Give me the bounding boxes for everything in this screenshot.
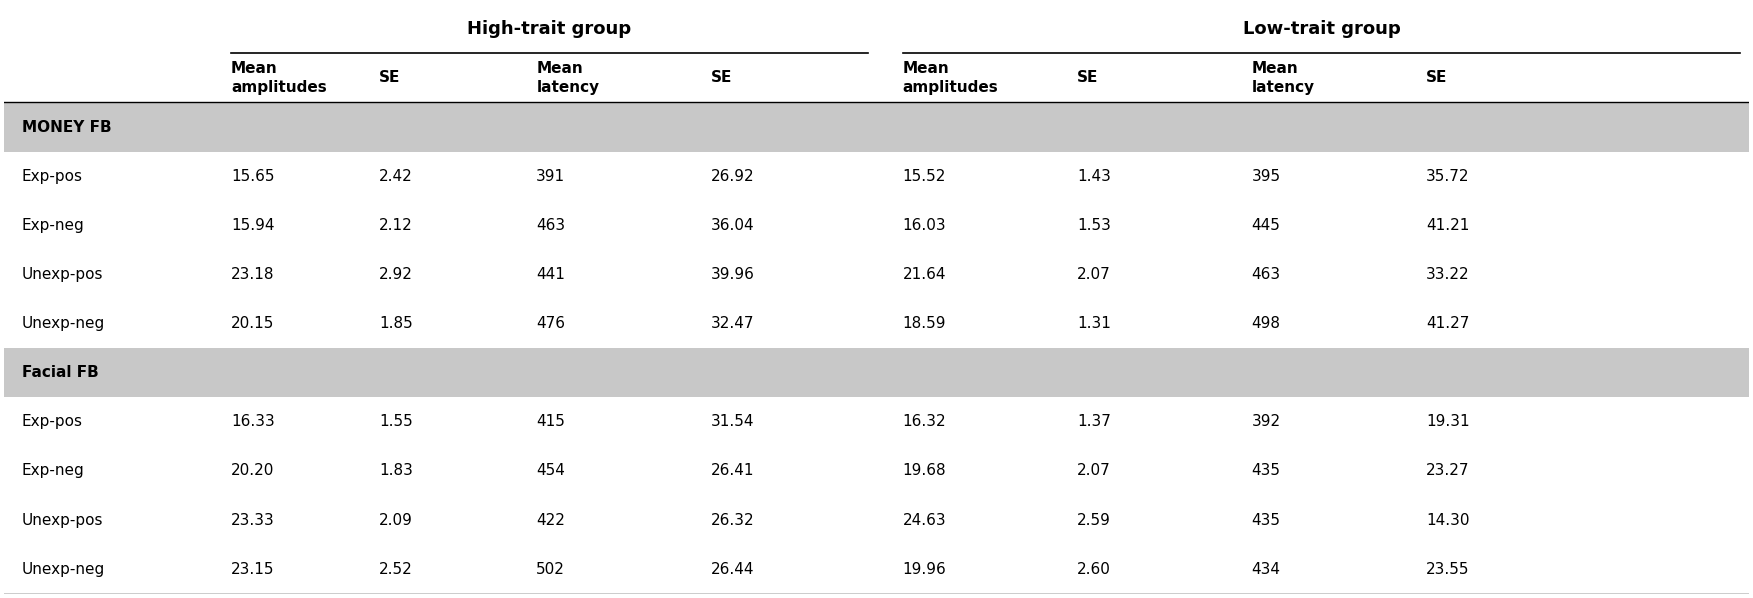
Text: 18.59: 18.59 xyxy=(903,316,947,331)
Text: Unexp-pos: Unexp-pos xyxy=(21,267,103,282)
Text: Unexp-neg: Unexp-neg xyxy=(21,562,105,576)
Text: 23.15: 23.15 xyxy=(231,562,275,576)
Text: Mean
latency: Mean latency xyxy=(536,61,600,94)
Text: 395: 395 xyxy=(1252,169,1281,184)
Text: 26.32: 26.32 xyxy=(710,512,754,527)
Text: 15.94: 15.94 xyxy=(231,218,275,233)
Text: 454: 454 xyxy=(536,463,564,478)
Text: 23.18: 23.18 xyxy=(231,267,275,282)
Text: 435: 435 xyxy=(1252,512,1281,527)
Text: 39.96: 39.96 xyxy=(710,267,754,282)
Text: 15.52: 15.52 xyxy=(903,169,947,184)
Text: 2.52: 2.52 xyxy=(379,562,414,576)
Text: 498: 498 xyxy=(1252,316,1281,331)
Text: SE: SE xyxy=(379,71,401,86)
Text: 1.85: 1.85 xyxy=(379,316,414,331)
Text: 41.21: 41.21 xyxy=(1427,218,1469,233)
Text: 41.27: 41.27 xyxy=(1427,316,1469,331)
Text: 463: 463 xyxy=(536,218,566,233)
Text: 26.44: 26.44 xyxy=(710,562,754,576)
Text: 2.07: 2.07 xyxy=(1076,463,1111,478)
Text: Low-trait group: Low-trait group xyxy=(1243,20,1401,38)
Text: 31.54: 31.54 xyxy=(710,414,754,429)
Text: Unexp-pos: Unexp-pos xyxy=(21,512,103,527)
Text: 15.65: 15.65 xyxy=(231,169,275,184)
Text: Exp-pos: Exp-pos xyxy=(21,414,82,429)
Text: 26.92: 26.92 xyxy=(710,169,754,184)
Text: 26.41: 26.41 xyxy=(710,463,754,478)
Text: Mean
latency: Mean latency xyxy=(1252,61,1315,94)
Text: 23.27: 23.27 xyxy=(1427,463,1469,478)
Text: 20.20: 20.20 xyxy=(231,463,275,478)
Text: 1.55: 1.55 xyxy=(379,414,414,429)
Text: MONEY FB: MONEY FB xyxy=(21,120,110,135)
Text: Exp-pos: Exp-pos xyxy=(21,169,82,184)
Text: SE: SE xyxy=(1427,71,1448,86)
Text: 16.03: 16.03 xyxy=(903,218,947,233)
Text: 2.42: 2.42 xyxy=(379,169,414,184)
Text: 392: 392 xyxy=(1252,414,1281,429)
Text: 1.37: 1.37 xyxy=(1076,414,1111,429)
Text: 1.31: 1.31 xyxy=(1076,316,1111,331)
Text: Unexp-neg: Unexp-neg xyxy=(21,316,105,331)
Text: 24.63: 24.63 xyxy=(903,512,947,527)
Text: 14.30: 14.30 xyxy=(1427,512,1469,527)
Text: 441: 441 xyxy=(536,267,564,282)
Text: 2.59: 2.59 xyxy=(1076,512,1111,527)
Text: 434: 434 xyxy=(1252,562,1281,576)
Text: SE: SE xyxy=(1076,71,1099,86)
Text: 16.33: 16.33 xyxy=(231,414,275,429)
Text: 33.22: 33.22 xyxy=(1427,267,1469,282)
Text: 36.04: 36.04 xyxy=(710,218,754,233)
Text: 435: 435 xyxy=(1252,463,1281,478)
Text: 16.32: 16.32 xyxy=(903,414,947,429)
Text: Mean
amplitudes: Mean amplitudes xyxy=(231,61,326,94)
Text: 32.47: 32.47 xyxy=(710,316,754,331)
Text: 2.92: 2.92 xyxy=(379,267,414,282)
Text: 1.83: 1.83 xyxy=(379,463,414,478)
Text: 415: 415 xyxy=(536,414,564,429)
Text: High-trait group: High-trait group xyxy=(468,20,631,38)
Text: Facial FB: Facial FB xyxy=(21,365,98,380)
Text: 19.31: 19.31 xyxy=(1427,414,1469,429)
Text: 422: 422 xyxy=(536,512,564,527)
Text: Exp-neg: Exp-neg xyxy=(21,463,84,478)
Text: 1.43: 1.43 xyxy=(1076,169,1111,184)
Text: 2.60: 2.60 xyxy=(1076,562,1111,576)
Text: 23.55: 23.55 xyxy=(1427,562,1469,576)
Text: 445: 445 xyxy=(1252,218,1280,233)
Text: 19.68: 19.68 xyxy=(903,463,947,478)
Text: Mean
amplitudes: Mean amplitudes xyxy=(903,61,999,94)
Text: 502: 502 xyxy=(536,562,564,576)
Text: 391: 391 xyxy=(536,169,566,184)
Text: 2.07: 2.07 xyxy=(1076,267,1111,282)
Text: Exp-neg: Exp-neg xyxy=(21,218,84,233)
Text: 23.33: 23.33 xyxy=(231,512,275,527)
Text: 19.96: 19.96 xyxy=(903,562,947,576)
Text: SE: SE xyxy=(710,71,733,86)
Bar xyxy=(4,348,1749,397)
Text: 1.53: 1.53 xyxy=(1076,218,1111,233)
Bar xyxy=(4,102,1749,151)
Text: 35.72: 35.72 xyxy=(1427,169,1469,184)
Text: 2.09: 2.09 xyxy=(379,512,414,527)
Text: 2.12: 2.12 xyxy=(379,218,414,233)
Text: 476: 476 xyxy=(536,316,564,331)
Text: 20.15: 20.15 xyxy=(231,316,275,331)
Text: 463: 463 xyxy=(1252,267,1281,282)
Text: 21.64: 21.64 xyxy=(903,267,947,282)
